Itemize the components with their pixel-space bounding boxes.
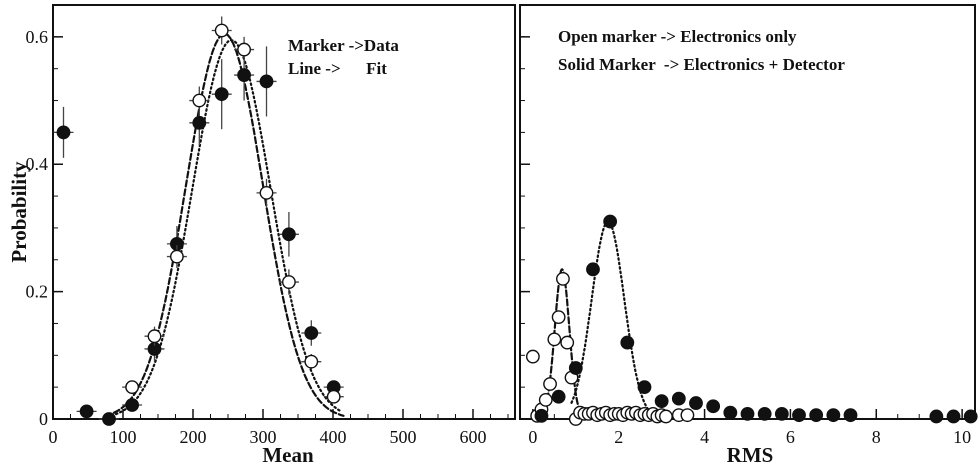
left-solid-marker (79, 404, 94, 419)
left-solid-marker (102, 412, 116, 426)
right-solid-marker (568, 361, 583, 375)
right-solid-marker (586, 262, 600, 277)
right-x-tick-label: 0 (528, 427, 537, 447)
right-open-marker (525, 349, 540, 364)
left-open-marker (169, 249, 184, 264)
left-y-tick-label: 0.6 (26, 27, 49, 47)
right-open-marker (680, 408, 695, 423)
right-open-marker (560, 335, 575, 350)
left-solid-marker (259, 74, 274, 89)
right-x-tick-label: 2 (614, 427, 623, 447)
left-open-marker (281, 275, 296, 289)
right-open-marker (547, 332, 562, 347)
left-x-tick-label: 100 (110, 427, 137, 447)
right-solid-marker (946, 409, 961, 424)
left-y-axis-title: Probability (7, 161, 31, 263)
right-x-tick-label: 6 (786, 427, 795, 447)
right-solid-marker (603, 214, 618, 229)
left-y-tick-label: 0.4 (26, 154, 49, 174)
left-open-marker (125, 380, 140, 395)
left-solid-marker (192, 115, 207, 130)
right-annotation-line-2: Solid Marker -> Electronics + Detector (558, 55, 845, 74)
left-open-marker (214, 23, 229, 38)
right-solid-marker (792, 408, 806, 423)
right-open-marker (543, 377, 557, 391)
right-solid-marker (551, 389, 566, 404)
right-x-tick-label: 8 (872, 427, 881, 447)
right-open-marker (538, 392, 553, 407)
left-x-tick-label: 0 (49, 427, 58, 447)
left-solid-marker (237, 68, 252, 82)
left-open-marker (326, 389, 341, 404)
right-solid-marker (723, 405, 738, 420)
left-plot-area: 0 100 200 300 400 500 600 0 0.2 0.4 0.6 (26, 4, 509, 447)
right-plot-area: 0 2 4 6 8 10 (520, 4, 978, 447)
right-solid-marker (706, 399, 721, 414)
left-y-tick-label: 0 (39, 409, 48, 429)
left-open-marker (192, 93, 207, 108)
right-x-tick-label: 10 (953, 427, 971, 447)
left-x-tick-label: 500 (390, 427, 417, 447)
right-solid-marker (671, 391, 686, 406)
left-plot-frame (52, 4, 516, 420)
left-solid-marker (214, 87, 229, 102)
left-x-tick-label: 200 (180, 427, 207, 447)
left-annotation-line-1: Marker ->Data (288, 36, 399, 55)
left-fit-dotted-curve (114, 38, 342, 416)
right-solid-marker (809, 408, 824, 423)
left-solid-marker (281, 227, 296, 242)
right-open-marker (659, 409, 673, 424)
left-x-tick-label: 600 (460, 427, 487, 447)
right-solid-marker (740, 407, 755, 421)
right-open-marker (556, 271, 570, 286)
right-solid-marker (637, 380, 652, 395)
right-solid-marker (843, 408, 858, 423)
right-solid-marker (929, 409, 944, 424)
left-x-tick-label: 400 (320, 427, 347, 447)
right-open-marker (551, 310, 566, 324)
left-x-tick-label: 300 (250, 427, 277, 447)
left-open-marker (147, 329, 162, 344)
left-annotation-line-2: Line -> Fit (288, 59, 387, 78)
right-solid-marker (534, 408, 549, 423)
right-x-tick-label: 4 (700, 427, 709, 447)
right-solid-marker (654, 394, 669, 409)
right-solid-marker (826, 408, 841, 423)
left-open-marker (259, 185, 274, 200)
right-solid-marker (689, 396, 703, 410)
left-solid-marker (125, 398, 140, 412)
left-open-marker (304, 354, 319, 369)
right-solid-marker (620, 335, 635, 350)
right-solid-marker (757, 407, 772, 421)
right-solid-marker (963, 409, 978, 424)
left-y-tick-label: 0.2 (26, 282, 49, 302)
right-x-axis-title: RMS (727, 443, 774, 467)
right-annotation-line-1: Open marker -> Electronics only (558, 27, 797, 46)
left-solid-marker (304, 326, 319, 340)
left-x-axis-title: Mean (262, 443, 314, 467)
right-solid-marker (774, 407, 789, 421)
left-solid-marker (56, 125, 71, 140)
left-open-marker (237, 42, 252, 57)
